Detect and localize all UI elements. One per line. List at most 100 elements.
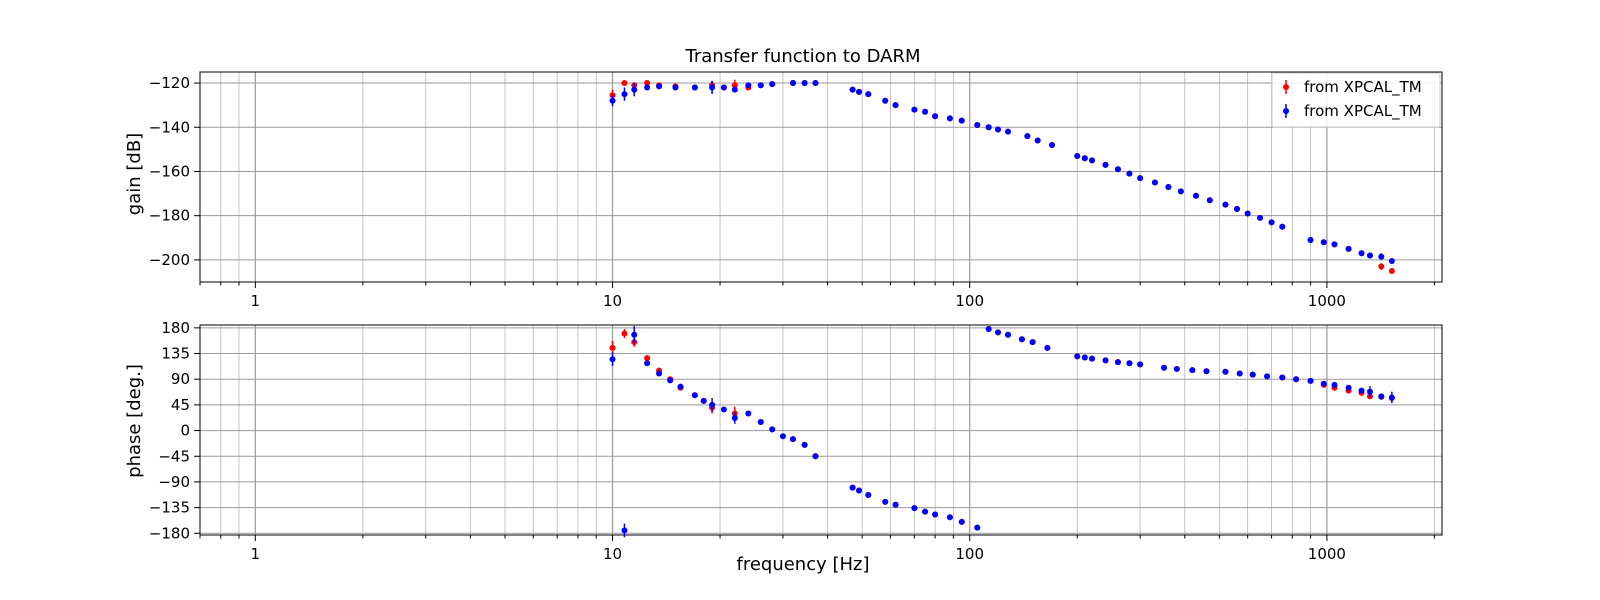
data-point bbox=[731, 86, 738, 93]
data-point bbox=[849, 484, 856, 491]
y-tick-label: −140 bbox=[149, 118, 190, 136]
data-point bbox=[911, 505, 918, 512]
data-point bbox=[769, 426, 776, 433]
y-tick-label: −120 bbox=[149, 74, 190, 92]
data-point bbox=[1034, 137, 1041, 144]
series-blue bbox=[609, 325, 1395, 538]
data-point bbox=[1279, 223, 1286, 230]
data-point bbox=[911, 106, 918, 113]
data-point bbox=[609, 356, 616, 363]
data-point bbox=[974, 122, 981, 129]
data-point bbox=[1102, 357, 1109, 364]
data-point bbox=[1114, 166, 1121, 173]
data-point bbox=[609, 97, 616, 104]
data-point bbox=[709, 401, 716, 408]
data-point bbox=[1089, 157, 1096, 164]
data-point bbox=[757, 82, 764, 89]
data-point bbox=[789, 80, 796, 87]
data-point bbox=[1165, 183, 1172, 190]
data-point bbox=[609, 344, 616, 351]
data-point bbox=[621, 91, 628, 98]
data-point bbox=[958, 518, 965, 525]
y-tick-label: 45 bbox=[171, 396, 190, 414]
data-point bbox=[1114, 359, 1121, 366]
y-tick-label: 180 bbox=[161, 319, 190, 337]
data-point bbox=[1206, 197, 1213, 204]
data-point bbox=[1293, 376, 1300, 383]
data-point bbox=[745, 82, 752, 89]
data-point bbox=[1024, 133, 1031, 140]
data-point bbox=[779, 433, 786, 440]
legend-marker bbox=[1283, 84, 1289, 90]
data-point bbox=[691, 84, 698, 91]
data-point bbox=[1177, 188, 1184, 195]
data-point bbox=[745, 410, 752, 417]
data-point bbox=[1018, 336, 1025, 343]
data-point bbox=[922, 508, 929, 515]
data-point bbox=[985, 124, 992, 131]
data-point bbox=[1233, 206, 1240, 213]
data-point bbox=[1029, 339, 1036, 346]
x-tick-label: 1 bbox=[251, 292, 261, 310]
y-tick-label: −90 bbox=[158, 473, 190, 491]
data-point bbox=[720, 84, 727, 91]
data-point bbox=[1345, 245, 1352, 252]
data-point bbox=[994, 329, 1001, 336]
data-point bbox=[1151, 179, 1158, 186]
legend-label: from XPCAL_TM bbox=[1304, 78, 1422, 97]
y-tick-label: 90 bbox=[171, 370, 190, 388]
legend-label: from XPCAL_TM bbox=[1304, 102, 1422, 121]
legend-marker bbox=[1283, 108, 1289, 114]
phase-panel: 180 135 90 45 0 −45 −90 −135 −180 1 10 100 1000 bbox=[149, 319, 1443, 563]
x-tick-label: 1000 bbox=[1308, 545, 1346, 563]
data-point bbox=[621, 527, 628, 534]
x-tick-label: 10 bbox=[603, 545, 622, 563]
data-point bbox=[769, 81, 776, 88]
data-point bbox=[946, 115, 953, 122]
data-point bbox=[731, 415, 738, 422]
data-point bbox=[1074, 353, 1081, 360]
data-point bbox=[757, 419, 764, 426]
data-point bbox=[812, 453, 819, 460]
data-point bbox=[856, 88, 863, 95]
x-tick-label: 100 bbox=[955, 545, 984, 563]
data-point bbox=[1102, 161, 1109, 168]
data-point bbox=[1249, 371, 1256, 378]
data-point bbox=[656, 370, 663, 377]
data-point bbox=[1279, 374, 1286, 381]
data-point bbox=[892, 102, 899, 109]
y-tick-label: −135 bbox=[149, 499, 190, 517]
data-point bbox=[1388, 267, 1395, 274]
data-point bbox=[1358, 250, 1365, 257]
data-point bbox=[882, 97, 889, 104]
data-point bbox=[1126, 360, 1133, 367]
data-point bbox=[644, 360, 651, 367]
y-tick-label: −45 bbox=[158, 447, 190, 465]
data-point bbox=[1049, 141, 1056, 148]
data-point bbox=[631, 331, 638, 338]
x-tick-label: 10 bbox=[603, 292, 622, 310]
data-point bbox=[812, 80, 819, 87]
x-tick-label: 1 bbox=[251, 545, 261, 563]
data-point bbox=[700, 397, 707, 404]
data-point bbox=[621, 80, 628, 87]
data-point bbox=[1366, 388, 1373, 395]
data-point bbox=[644, 80, 651, 87]
data-point bbox=[1203, 368, 1210, 375]
data-point bbox=[1005, 128, 1012, 135]
data-point bbox=[1378, 393, 1385, 400]
data-point bbox=[994, 126, 1001, 133]
data-point bbox=[1081, 155, 1088, 162]
data-point bbox=[621, 330, 628, 337]
data-point bbox=[946, 514, 953, 521]
y-tick-label: −180 bbox=[149, 524, 190, 542]
data-point bbox=[644, 84, 651, 91]
data-point bbox=[1126, 170, 1133, 177]
data-point bbox=[1331, 381, 1338, 388]
data-point bbox=[644, 355, 651, 362]
data-point bbox=[1320, 380, 1327, 387]
data-point bbox=[1345, 384, 1352, 391]
data-point bbox=[672, 84, 679, 91]
data-point bbox=[1044, 344, 1051, 351]
